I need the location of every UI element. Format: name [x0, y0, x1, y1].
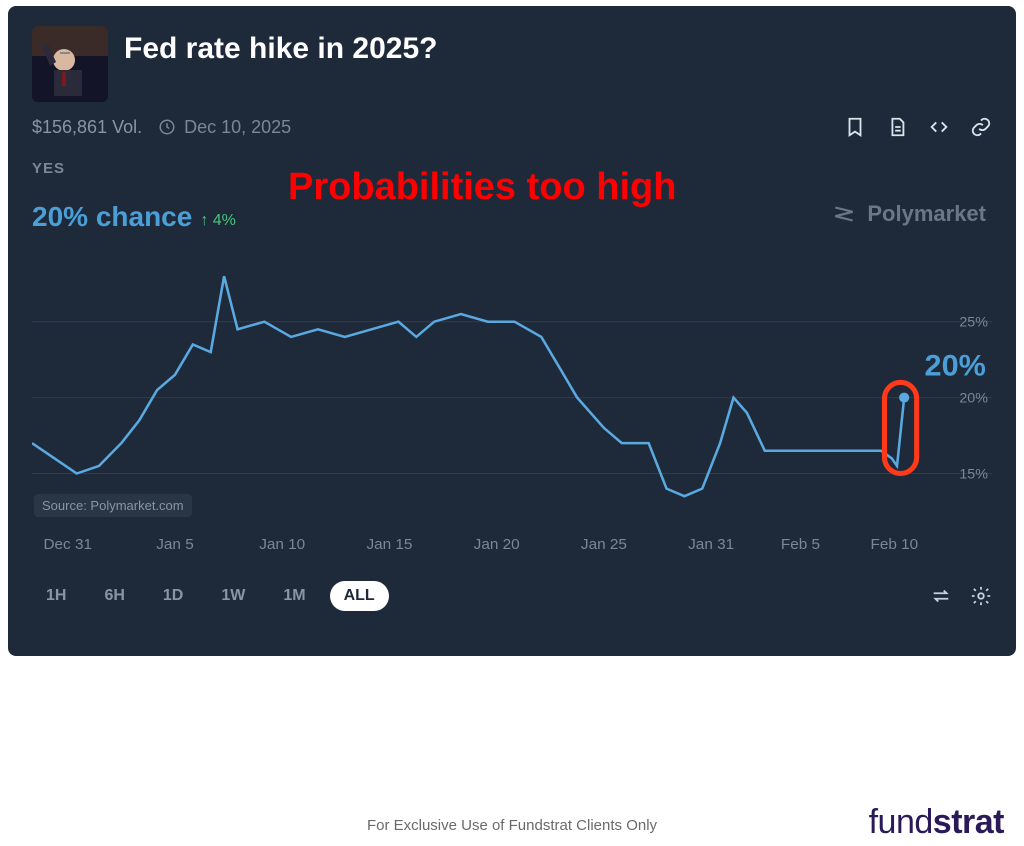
- annotation-overlay: Probabilities too high: [288, 166, 676, 209]
- logo-part-a: fund: [869, 803, 933, 841]
- logo-part-b: strat: [933, 803, 1004, 841]
- link-icon[interactable]: [970, 116, 992, 138]
- swap-icon[interactable]: [930, 585, 952, 607]
- polymarket-icon: [831, 201, 857, 227]
- svg-text:Jan 25: Jan 25: [581, 536, 627, 553]
- range-1w[interactable]: 1W: [207, 581, 259, 611]
- market-title: Fed rate hike in 2025?: [124, 32, 437, 66]
- svg-text:Feb 5: Feb 5: [781, 536, 820, 553]
- embed-icon[interactable]: [928, 116, 950, 138]
- range-1m[interactable]: 1M: [269, 581, 319, 611]
- svg-text:20%: 20%: [925, 350, 986, 383]
- svg-text:Jan 5: Jan 5: [156, 536, 193, 553]
- chance-text: 20% chance: [32, 201, 192, 233]
- svg-text:Jan 10: Jan 10: [259, 536, 305, 553]
- svg-text:Dec 31: Dec 31: [43, 536, 92, 553]
- svg-text:15%: 15%: [959, 466, 988, 482]
- chart-controls: [930, 585, 992, 607]
- svg-text:25%: 25%: [959, 314, 988, 330]
- action-icons: [844, 116, 992, 138]
- meta-row: $156,861 Vol. Dec 10, 2025: [32, 116, 992, 138]
- range-1d[interactable]: 1D: [149, 581, 197, 611]
- chart-area: 15% 20% 25% 20% Dec 31 Jan 5 Jan 10 Jan 15 Jan…: [32, 261, 992, 561]
- svg-text:20%: 20%: [959, 390, 988, 406]
- header-row: Fed rate hike in 2025?: [32, 26, 992, 102]
- range-1h[interactable]: 1H: [32, 581, 80, 611]
- svg-text:Jan 15: Jan 15: [366, 536, 412, 553]
- delta-text: ↑ 4%: [200, 212, 236, 230]
- bookmark-icon[interactable]: [844, 116, 866, 138]
- svg-text:Feb 10: Feb 10: [870, 536, 918, 553]
- market-card: Fed rate hike in 2025? $156,861 Vol. Dec…: [8, 6, 1016, 656]
- svg-text:Jan 31: Jan 31: [688, 536, 734, 553]
- svg-text:Jan 20: Jan 20: [474, 536, 520, 553]
- polymarket-brand: Polymarket: [831, 201, 986, 227]
- range-row: 1H 6H 1D 1W 1M ALL: [32, 581, 992, 611]
- range-all[interactable]: ALL: [330, 581, 389, 611]
- fundstrat-logo: fundstrat: [869, 803, 1004, 842]
- clock-icon: [158, 118, 176, 136]
- date-text: Dec 10, 2025: [184, 117, 291, 138]
- source-badge: Source: Polymarket.com: [34, 494, 192, 517]
- date-group: Dec 10, 2025: [158, 117, 291, 138]
- settings-icon[interactable]: [970, 585, 992, 607]
- polymarket-label: Polymarket: [867, 201, 986, 227]
- range-buttons: 1H 6H 1D 1W 1M ALL: [32, 581, 389, 611]
- range-6h[interactable]: 6H: [90, 581, 138, 611]
- volume-text: $156,861 Vol.: [32, 117, 142, 138]
- document-icon[interactable]: [886, 116, 908, 138]
- market-avatar: [32, 26, 108, 102]
